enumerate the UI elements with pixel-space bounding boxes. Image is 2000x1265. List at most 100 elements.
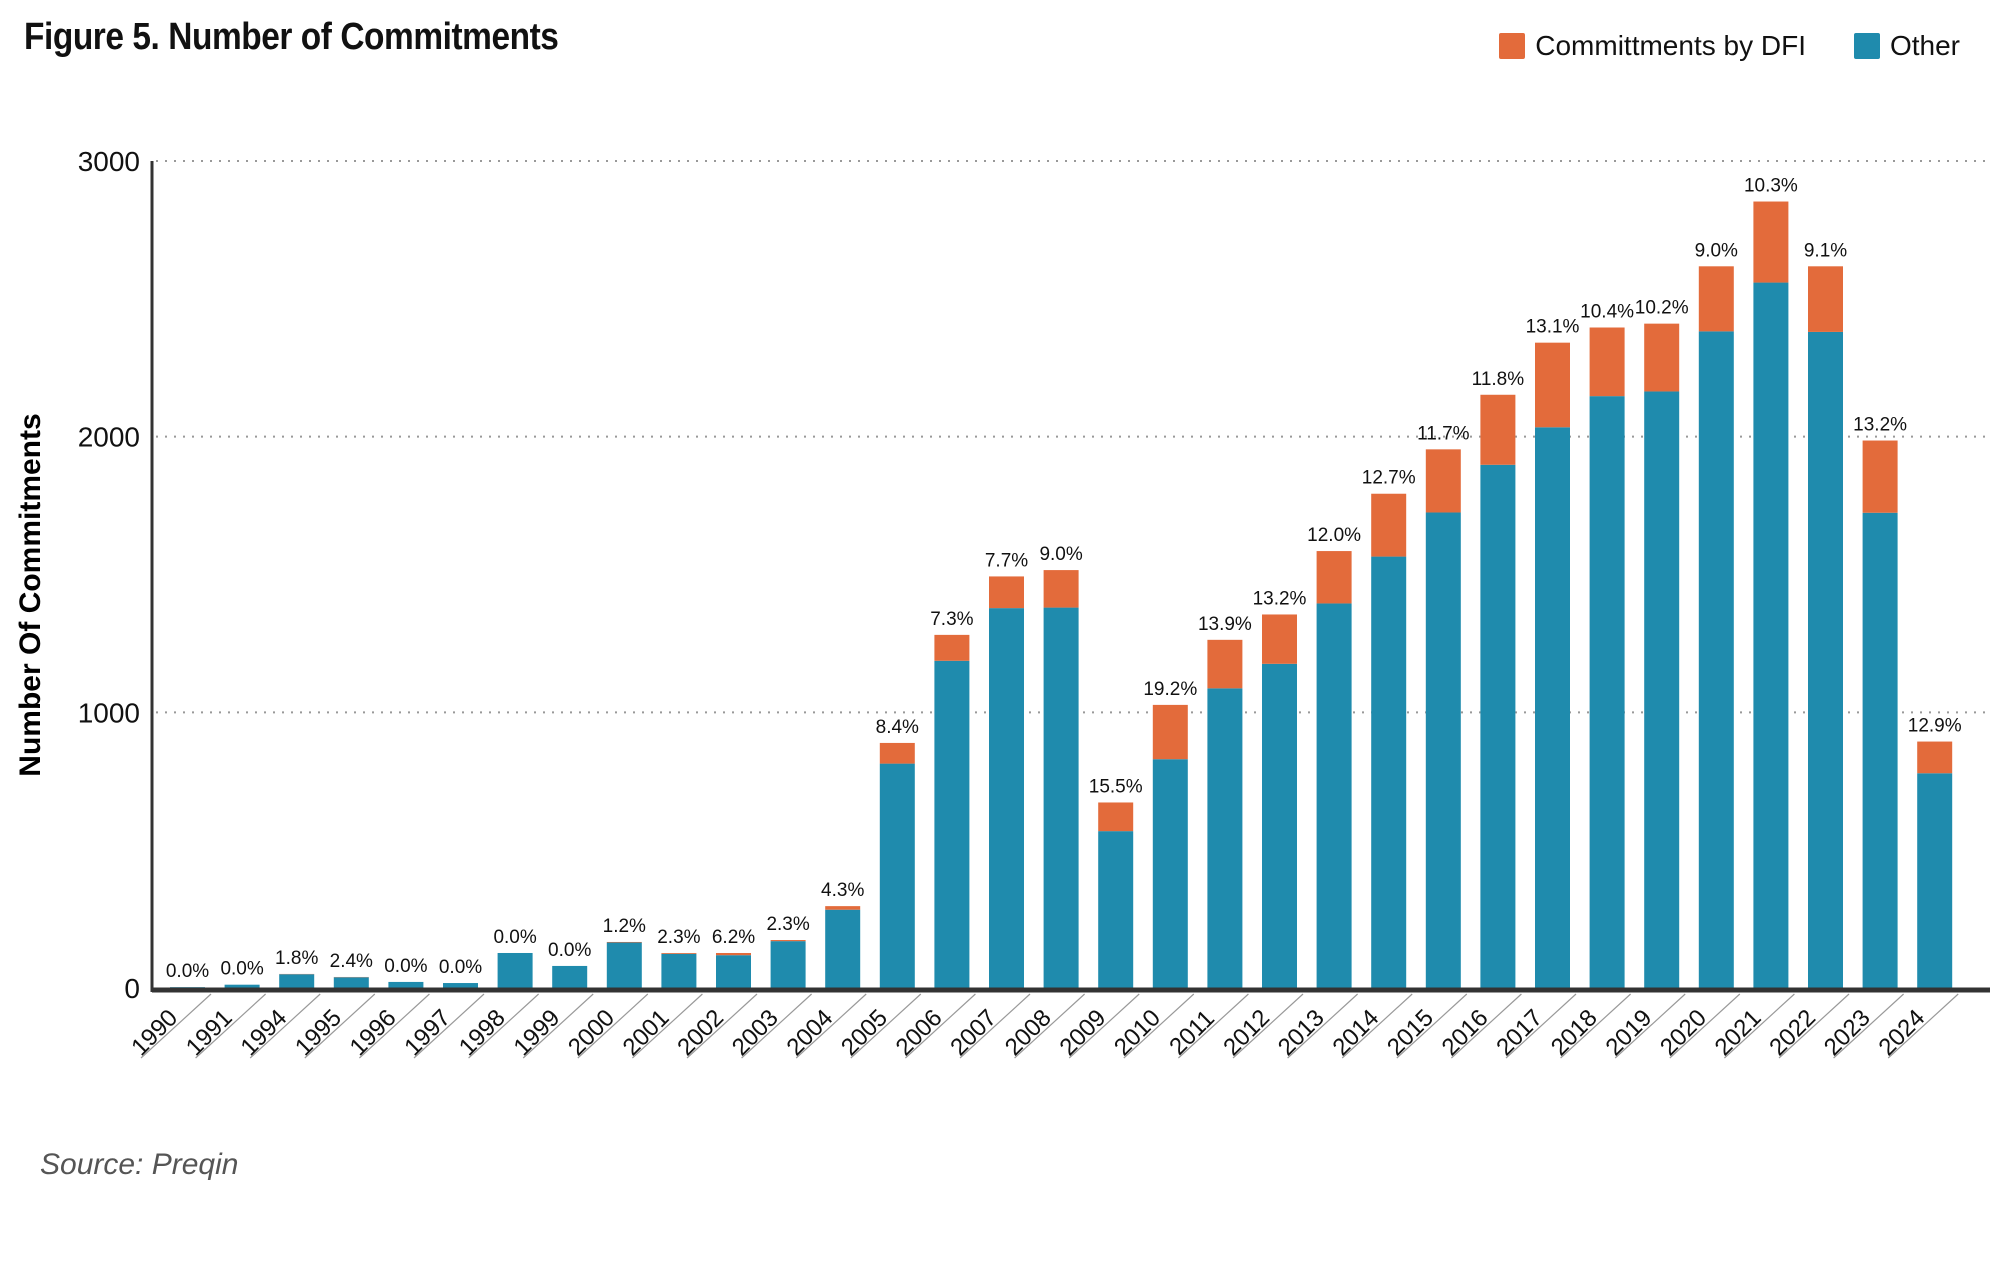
data-label: 9.0% <box>1695 240 1738 261</box>
bar-dfi-2017 <box>1535 342 1570 428</box>
data-label: 12.7% <box>1362 468 1416 489</box>
x-tick-label: 2008 <box>1000 1004 1057 1061</box>
bar-dfi-2007 <box>989 576 1024 609</box>
data-labels: 0.0% 0.0% 1.8% 2.4% 0.0% 0.0% 0.0% 0.0% 1.2% 2.3%… <box>166 176 1962 983</box>
x-tick-guide <box>1669 993 1741 1059</box>
legend-label-other: Other <box>1889 30 1960 61</box>
x-tick-guide <box>1778 993 1850 1059</box>
bar-dfi-2009 <box>1098 802 1134 832</box>
bar-dfi-2015 <box>1425 449 1461 513</box>
bar-dfi-2021 <box>1753 201 1789 283</box>
data-label: 13.2% <box>1253 588 1307 609</box>
x-tick-guide <box>1123 993 1195 1059</box>
bar-other-2011 <box>1207 688 1243 988</box>
bar-other-2009 <box>1098 831 1134 988</box>
x-tick-label: 2003 <box>727 1004 784 1061</box>
data-label: 0.0% <box>548 940 591 961</box>
data-label: 0.0% <box>493 927 536 948</box>
x-tick-guide <box>1505 993 1577 1059</box>
x-tick-guide <box>959 993 1031 1059</box>
x-tick-label: 2009 <box>1054 1004 1111 1061</box>
bar-dfi-2001 <box>661 952 697 954</box>
data-label: 15.5% <box>1089 776 1143 797</box>
bar-dfi-2013 <box>1316 551 1352 604</box>
data-label: 9.0% <box>1039 544 1082 565</box>
data-label: 9.1% <box>1804 240 1847 261</box>
x-tick-label: 2014 <box>1327 1004 1384 1061</box>
bar-dfi-2004 <box>825 906 861 910</box>
bar-other-2024 <box>1917 773 1953 988</box>
bar-dfi-2014 <box>1371 493 1407 557</box>
x-tick-label: 1990 <box>126 1004 183 1061</box>
legend-label-dfi: Committments by DFI <box>1535 30 1806 61</box>
x-tick-guide <box>1177 993 1249 1059</box>
data-label: 6.2% <box>712 927 755 948</box>
data-label: 12.9% <box>1908 716 1962 737</box>
x-tick-label: 2022 <box>1764 1004 1821 1061</box>
bar-other-2012 <box>1262 663 1297 988</box>
x-tick-guide <box>304 993 376 1059</box>
x-tick-guide <box>850 993 922 1059</box>
x-tick-guide <box>1887 993 1959 1059</box>
bar-other-2004 <box>825 909 861 988</box>
x-tick-label: 2005 <box>836 1004 893 1061</box>
x-tick-guide <box>1068 993 1140 1059</box>
x-tick-guide <box>522 993 594 1059</box>
bar-other-1994 <box>279 974 315 988</box>
x-axis: 1990199119941995199619971998199920002001… <box>126 987 1990 1061</box>
legend-swatch-other <box>1853 33 1880 59</box>
x-tick-guide <box>140 993 212 1059</box>
x-tick-label: 2006 <box>891 1004 948 1061</box>
bar-dfi-2024 <box>1917 741 1953 774</box>
bar-other-1996 <box>388 981 424 988</box>
x-tick-guide <box>1014 993 1086 1059</box>
bar-other-2020 <box>1698 331 1734 988</box>
bar-other-2021 <box>1753 282 1789 989</box>
x-tick-label: 2001 <box>618 1004 675 1061</box>
x-tick-guide <box>358 993 430 1059</box>
x-tick-guide <box>1723 993 1795 1059</box>
data-label: 7.7% <box>985 550 1028 571</box>
x-tick-label: 2004 <box>781 1004 838 1061</box>
data-label: 0.0% <box>166 961 209 982</box>
bar-dfi-2008 <box>1043 570 1079 608</box>
bar-other-2007 <box>989 608 1024 988</box>
x-tick-label: 2015 <box>1382 1004 1439 1061</box>
x-tick-guide <box>1232 993 1304 1059</box>
x-tick-label: 2002 <box>672 1004 729 1061</box>
data-label: 13.1% <box>1526 317 1580 338</box>
bar-other-1998 <box>497 952 533 988</box>
x-tick-label: 2017 <box>1491 1004 1548 1061</box>
x-tick-label: 2024 <box>1873 1004 1930 1061</box>
bar-dfi-2012 <box>1262 614 1297 664</box>
data-label: 4.3% <box>821 880 864 901</box>
data-label: 11.8% <box>1472 369 1525 390</box>
data-label: 11.7% <box>1417 423 1470 444</box>
bar-other-2000 <box>606 942 642 988</box>
source-note: Source: Preqin <box>40 1148 239 1181</box>
bar-dfi-2011 <box>1207 639 1243 689</box>
bar-dfi-2010 <box>1152 704 1188 760</box>
data-label: 2.3% <box>657 927 700 948</box>
data-label: 0.0% <box>384 956 427 977</box>
y-tick-label: 0 <box>124 973 140 1004</box>
data-label: 10.3% <box>1744 176 1798 197</box>
x-tick-guide <box>1341 993 1413 1059</box>
x-tick-label: 1991 <box>181 1004 238 1061</box>
y-axis-label: Number Of Commitments <box>14 413 47 776</box>
bar-other-2005 <box>879 763 915 988</box>
x-tick-guide <box>1614 993 1686 1059</box>
bar-other-2018 <box>1589 396 1625 988</box>
x-tick-label: 1999 <box>508 1004 565 1061</box>
x-tick-guide <box>1833 993 1905 1059</box>
bar-other-2003 <box>770 941 806 988</box>
bar-dfi-2005 <box>879 742 915 764</box>
x-tick-label: 2023 <box>1819 1004 1876 1061</box>
x-tick-label: 2019 <box>1600 1004 1657 1061</box>
bar-other-1991 <box>224 984 260 988</box>
x-tick-label: 2012 <box>1218 1004 1275 1061</box>
data-label: 0.0% <box>220 959 263 980</box>
x-tick-guide <box>413 993 485 1059</box>
bar-dfi-2003 <box>770 940 806 942</box>
bars <box>170 201 1953 989</box>
